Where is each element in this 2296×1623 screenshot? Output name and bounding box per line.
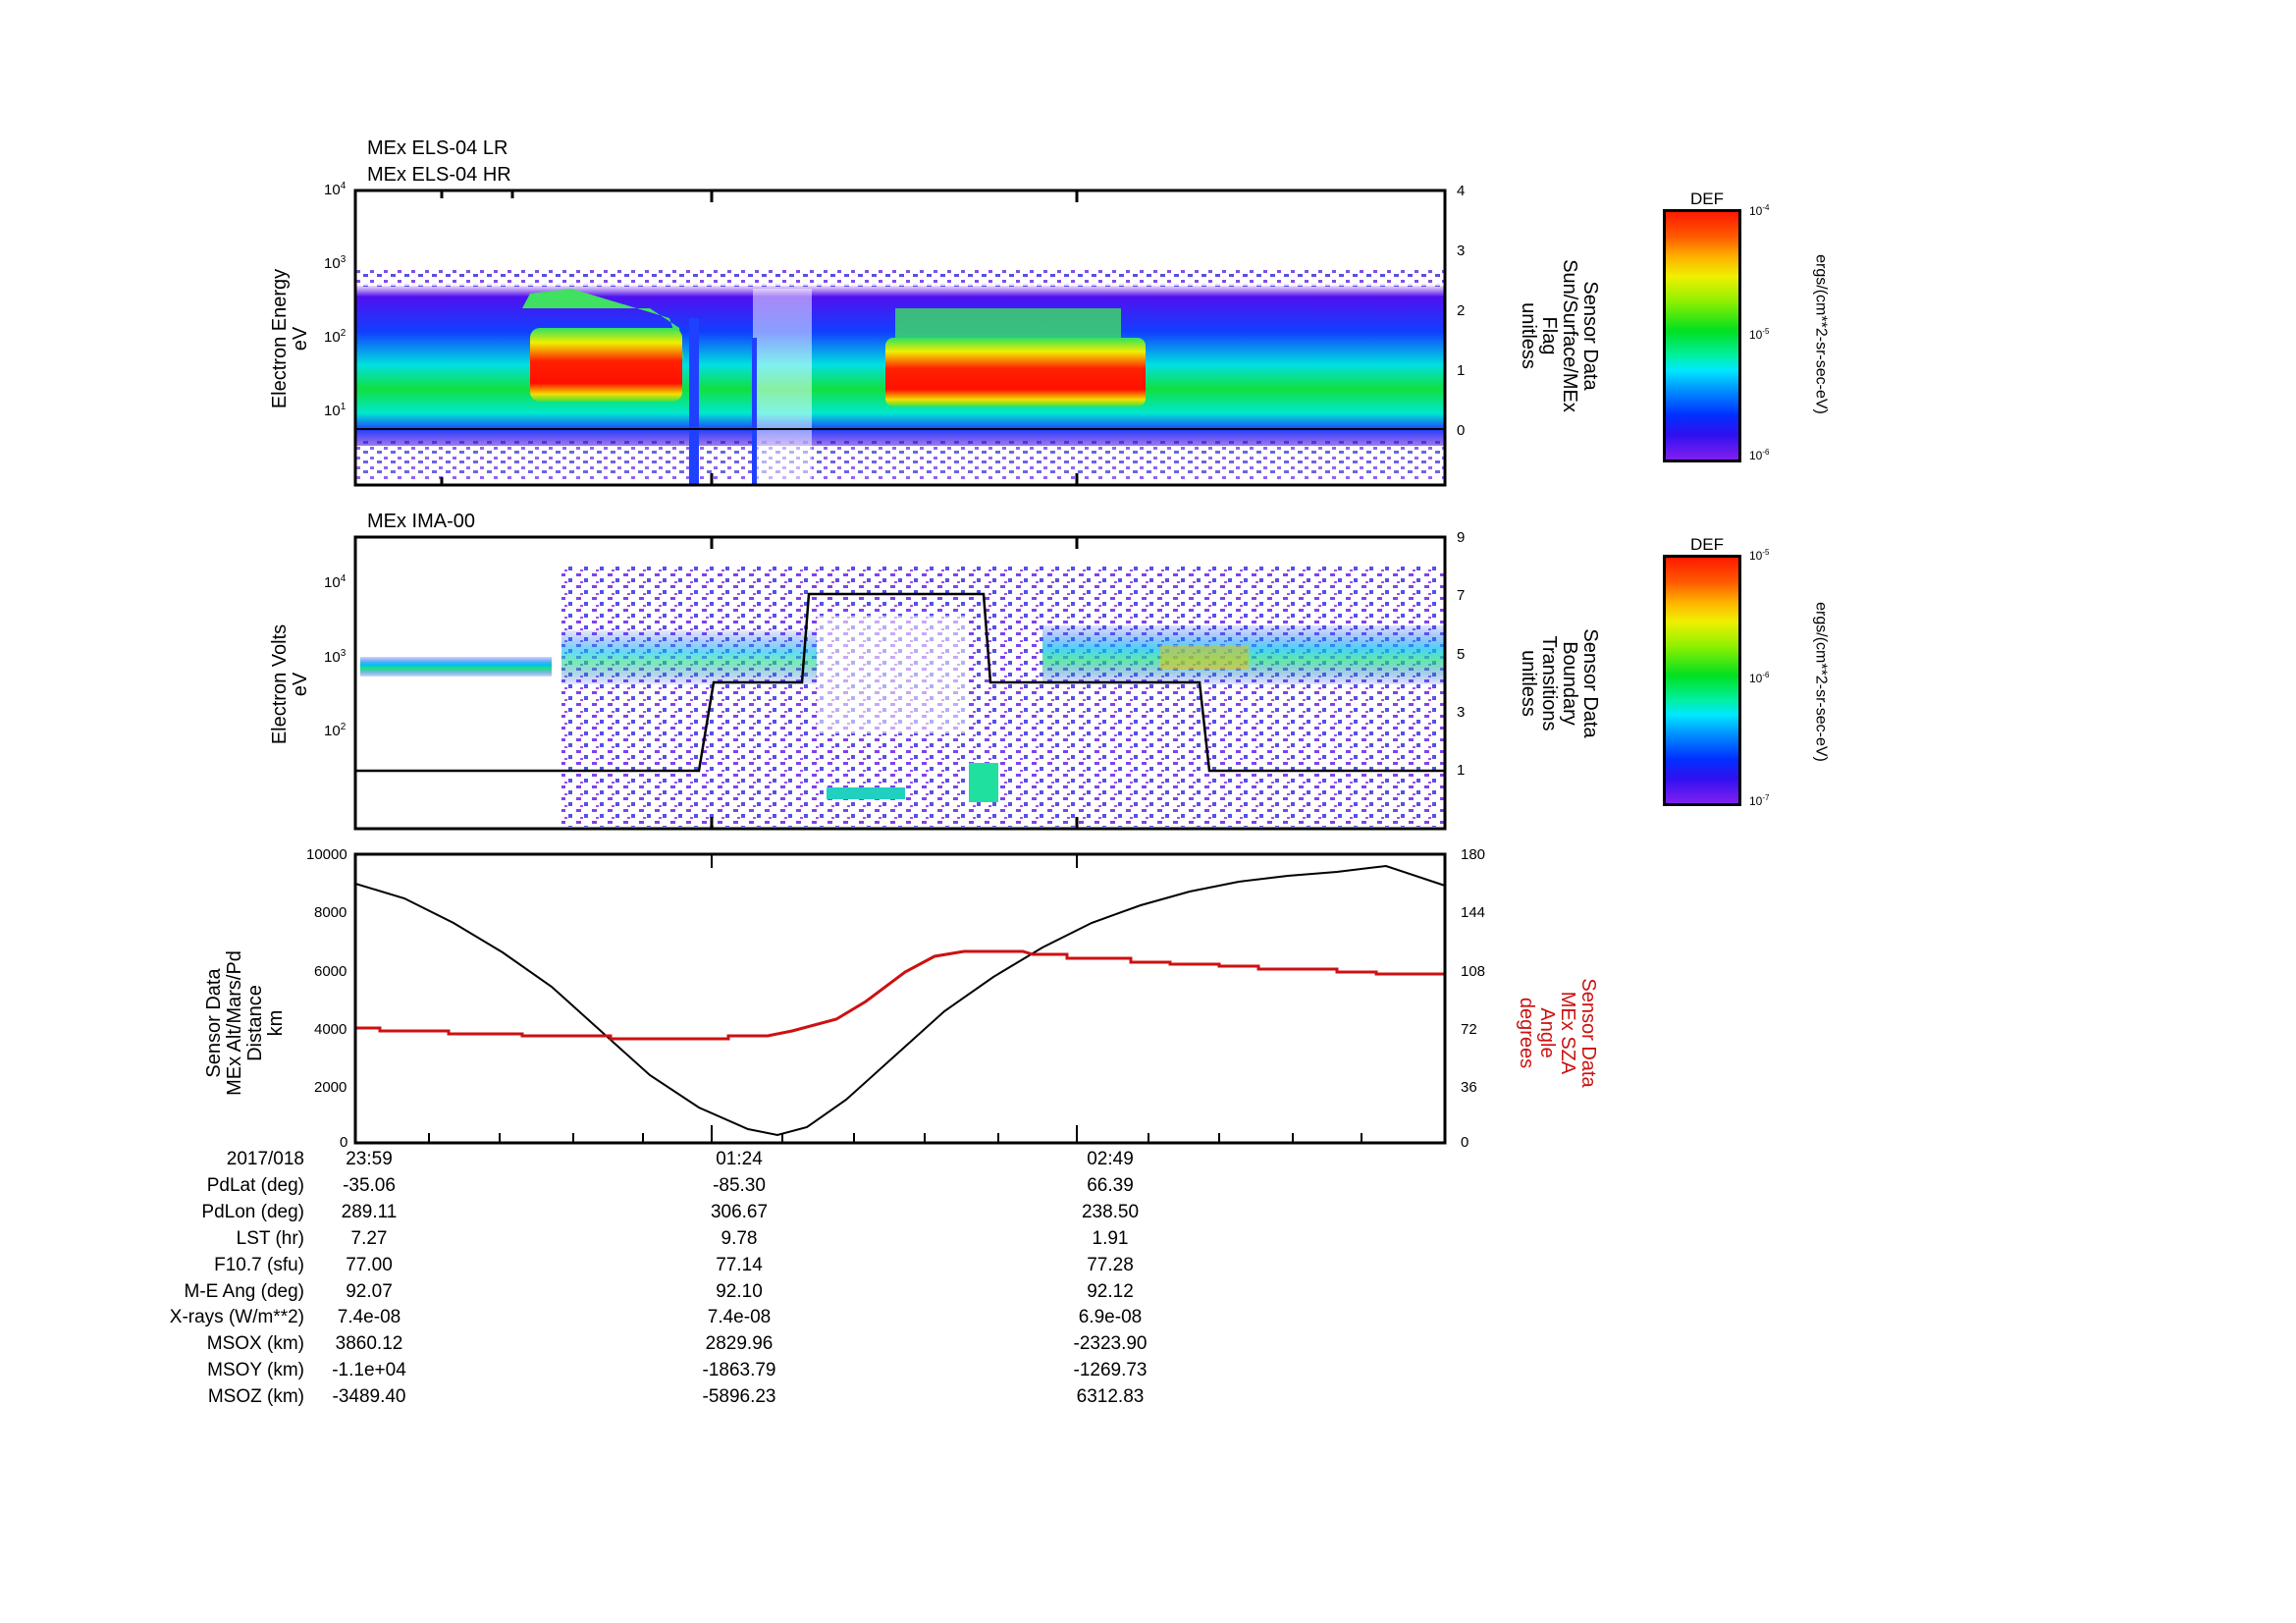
panel2-rtick-9: 9 <box>1457 529 1466 546</box>
panel1-ytick-1e3: 103 <box>324 254 347 272</box>
panel3-ytick-2000: 2000 <box>314 1079 347 1096</box>
panel2-rtick-7: 7 <box>1457 587 1466 604</box>
panel2-right-axis-label: Sensor Data Boundary Transitions unitles… <box>1518 628 1601 738</box>
sza-line <box>355 949 1445 1041</box>
panel1-ytick-1e1: 101 <box>324 402 347 419</box>
panel3-rtick-72: 72 <box>1461 1021 1477 1038</box>
panel1-spectrogram <box>353 189 1447 487</box>
panel2-rtick-5: 5 <box>1457 646 1466 663</box>
panel2-spectrogram <box>353 535 1447 831</box>
panel2-ytick-1e2: 102 <box>324 722 347 739</box>
panel1-rtick-2: 2 <box>1457 302 1466 319</box>
panel3-ytick-10000: 10000 <box>306 846 347 863</box>
colorbar2-top: 10-5 <box>1749 548 1770 563</box>
colorbar2-title: DEF <box>1690 535 1724 554</box>
panel2-title: MEx IMA-00 <box>367 511 476 532</box>
panel3-ytick-0: 0 <box>340 1134 348 1151</box>
panel1-right-axis-label: Sensor Data Sun/Surface/MEx Flag unitles… <box>1518 259 1601 412</box>
colorbar2 <box>1663 555 1741 806</box>
colorbar2-mid: 10-6 <box>1749 671 1770 685</box>
colorbar2-units: ergs/(cm**2-sr-sec-eV) <box>1812 602 1830 762</box>
colorbar1-units: ergs/(cm**2-sr-sec-eV) <box>1812 254 1830 414</box>
panel3-rtick-108: 108 <box>1461 963 1486 980</box>
colorbar2-bottom: 10-7 <box>1749 793 1770 808</box>
panel3-ytick-4000: 4000 <box>314 1021 347 1038</box>
colorbar1-title: DEF <box>1690 189 1724 208</box>
panel2-rtick-1: 1 <box>1457 762 1466 779</box>
panel2-ytick-1e4: 104 <box>324 573 347 591</box>
panel3-right-axis-label: Sensor Data MEx SZA Angle degrees <box>1516 978 1599 1088</box>
panel1-rtick-1: 1 <box>1457 362 1466 379</box>
panel3-rtick-0: 0 <box>1461 1134 1469 1151</box>
panel1-rtick-0: 0 <box>1457 422 1466 439</box>
panel1-ytick-1e2: 102 <box>324 328 347 346</box>
panel1-title-hr: MEx ELS-04 HR <box>367 164 511 186</box>
panel3-rtick-36: 36 <box>1461 1079 1477 1096</box>
panel2-left-axis-label: Electron Volts eV <box>269 623 311 745</box>
altitude-line <box>354 864 1446 1137</box>
colorbar1-top: 10-4 <box>1749 203 1770 218</box>
panel1-ytick-1e4: 104 <box>324 181 347 198</box>
panel1-left-axis-label: Electron Energy eV <box>269 268 311 409</box>
panel2-rtick-3: 3 <box>1457 704 1466 721</box>
panel3-left-axis-label: Sensor Data MEx Alt/Mars/Pd Distance km <box>203 950 287 1096</box>
panel3-rtick-144: 144 <box>1461 904 1486 921</box>
panel3-ytick-6000: 6000 <box>314 963 347 980</box>
colorbar1-bottom: 10-6 <box>1749 448 1770 462</box>
panel1-rtick-3: 3 <box>1457 243 1466 259</box>
panel3-line-plot <box>353 852 1447 1145</box>
panel1-rtick-4: 4 <box>1457 183 1466 199</box>
colorbar1 <box>1663 209 1741 462</box>
panel3-ytick-8000: 8000 <box>314 904 347 921</box>
panel3-rtick-180: 180 <box>1461 846 1486 863</box>
boundary-transitions-line <box>355 592 1445 773</box>
panel2-ytick-1e3: 103 <box>324 648 347 666</box>
colorbar1-mid: 10-5 <box>1749 327 1770 342</box>
panel1-title-lr: MEx ELS-04 LR <box>367 137 508 159</box>
